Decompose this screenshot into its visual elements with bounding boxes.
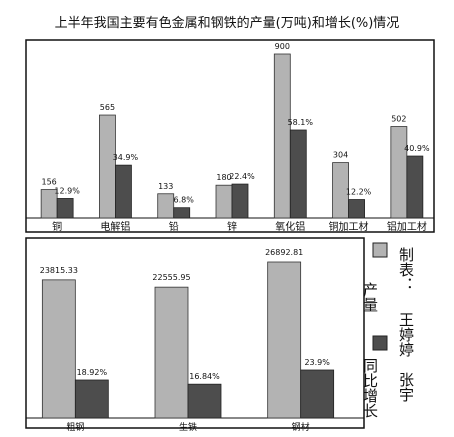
credit: 制表： 王婷婷 张宇 [397,247,415,402]
credit-author-2: 张宇 [397,372,415,402]
category-label-steel-0: 粗钢 [66,421,84,433]
bar-output-3 [215,184,233,219]
bar-output-steel-0 [41,279,76,419]
label-output-2: 133 [158,182,173,191]
chart-title: 上半年我国主要有色金属和钢铁的产量(万吨)和增长(%)情况 [55,15,400,31]
credit-author-1: 王婷婷 [397,312,415,357]
category-label-1: 电解铝 [100,220,130,233]
bar-growth-2 [173,207,191,219]
bar-growth-steel-2 [300,369,335,419]
label-growth-1: 34.9% [113,153,139,162]
label-output-6: 502 [391,115,406,124]
bottom-panel-border [25,237,365,429]
category-label-steel-2: 钢材 [292,421,310,433]
label-growth-steel-1: 16.84% [189,372,220,381]
label-growth-0: 12.9% [54,186,80,195]
label-output-1: 565 [100,103,115,112]
bottom-chart-steel: 23815.33 18.92% 粗钢 22555.95 16.84% 生铁 26892.81… [26,248,364,433]
label-growth-steel-2: 23.9% [304,358,330,367]
label-output-4: 900 [275,42,290,51]
category-label-4: 氧化铝 [275,220,305,233]
bar-output-1 [99,114,116,219]
bar-output-4 [273,53,291,219]
bar-growth-6 [406,155,424,219]
bar-output-steel-2 [267,261,302,419]
label-output-steel-2: 26892.81 [265,248,303,257]
label-growth-steel-0: 18.92% [77,368,108,377]
bar-growth-4 [289,129,307,219]
legend-swatch-growth [372,335,388,351]
category-label-2: 铅 [169,220,179,233]
label-growth-6: 40.9% [404,144,430,153]
label-output-0: 156 [42,178,57,187]
category-label-0: 铜 [52,221,62,233]
bar-output-6 [390,126,408,219]
credit-prefix: 制表： [397,247,415,292]
bar-growth-steel-0 [74,379,109,419]
category-label-5: 铜加工材 [329,220,369,233]
category-label-6: 铝加工材 [387,220,427,233]
bar-output-5 [332,162,349,219]
legend-label-output: 产量 [361,282,379,312]
legend-label-growth: 同比增长 [361,358,379,418]
label-growth-4: 58.1% [288,118,314,127]
legend-swatch-output [372,242,388,258]
legend: 产量 同比增长 [361,242,388,418]
label-output-steel-1: 22555.95 [152,273,190,282]
bar-growth-0 [56,198,74,219]
label-growth-3: 22.4% [229,172,255,181]
bar-output-2 [157,193,175,219]
top-panel-border [25,39,435,233]
category-label-steel-1: 生铁 [179,421,197,433]
label-output-steel-0: 23815.33 [40,266,78,275]
bar-growth-3 [231,183,249,219]
label-growth-2: 6.8% [174,196,195,205]
bar-output-steel-1 [154,286,189,419]
category-label-3: 锌 [227,220,237,233]
label-growth-5: 12.2% [346,188,372,197]
bar-growth-5 [348,199,365,219]
label-output-3: 180 [216,173,231,182]
label-output-5: 304 [333,151,348,160]
bar-growth-steel-1 [187,383,222,419]
bar-growth-1 [115,164,132,219]
